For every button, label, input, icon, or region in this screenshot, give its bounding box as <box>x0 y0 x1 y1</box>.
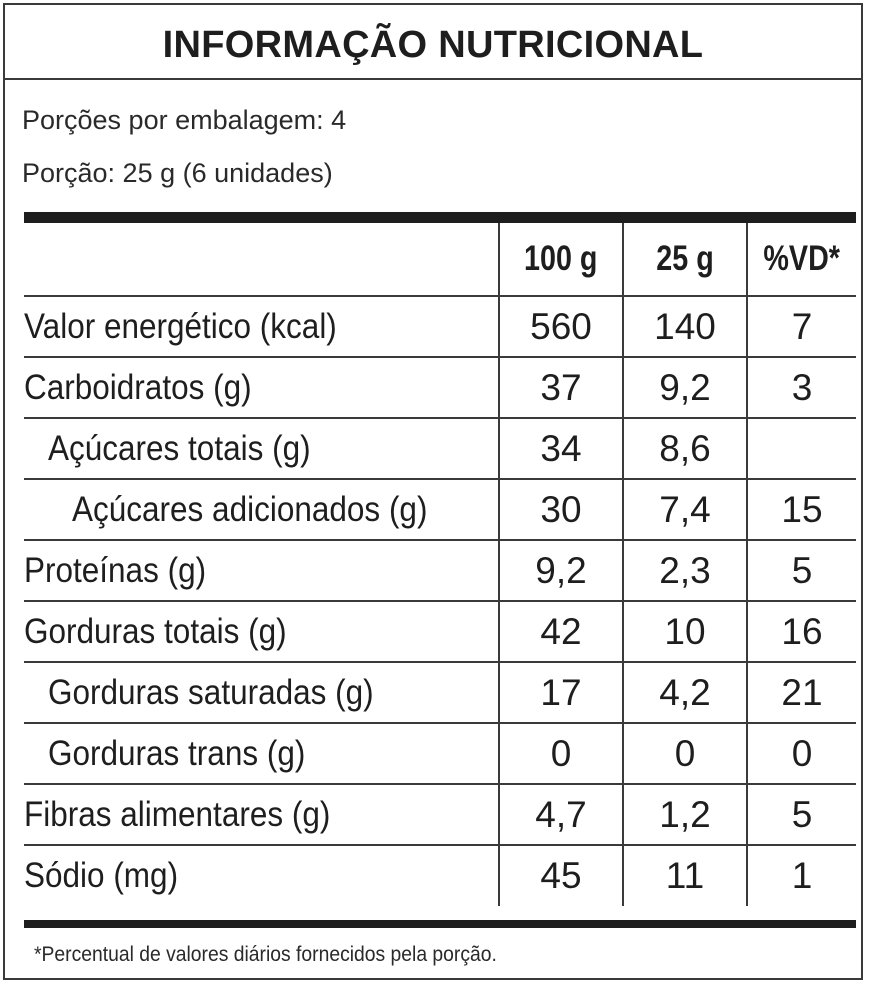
value-daily-value: 21 <box>746 662 856 724</box>
value-per-100g: 9,2 <box>498 540 623 602</box>
value-per-25g: 0 <box>622 723 747 785</box>
value-daily-value: 5 <box>746 784 856 846</box>
top-divider-bar <box>24 212 856 223</box>
nutrient-label: Sódio (mg) <box>24 845 499 906</box>
value-per-25g: 10 <box>622 601 747 663</box>
table-row: Valor energético (kcal) 560 140 7 <box>24 296 856 358</box>
bottom-divider-bar <box>24 920 856 928</box>
nutrient-label-text: Valor energético (kcal) <box>24 306 337 346</box>
value-daily-value: 3 <box>746 357 856 419</box>
value-daily-value: 7 <box>746 296 856 358</box>
nutrient-label: Gorduras totais (g) <box>24 601 499 663</box>
panel-title: INFORMAÇÃO NUTRICIONAL <box>5 5 861 80</box>
value-per-100g: 0 <box>498 723 623 785</box>
table-row: Fibras alimentares (g) 4,7 1,2 5 <box>24 784 856 846</box>
table-row: Gorduras saturadas (g) 17 4,2 21 <box>24 662 856 724</box>
nutrient-label-text: Fibras alimentares (g) <box>24 794 331 834</box>
nutrient-label: Fibras alimentares (g) <box>24 784 499 846</box>
footnote: *Percentual de valores diários fornecido… <box>34 943 537 967</box>
table-row: Sódio (mg) 45 11 1 <box>24 845 856 906</box>
table-header-row: 100 g 25 g %VD* <box>24 223 856 297</box>
serving-size: Porção: 25 g (6 unidades) <box>22 158 333 188</box>
nutrition-facts-panel: INFORMAÇÃO NUTRICIONAL Porções por embal… <box>3 3 863 980</box>
header-daily-value-text: %VD* <box>763 239 841 278</box>
value-per-25g: 7,4 <box>622 479 747 541</box>
table-row: Proteínas (g) 9,2 2,3 5 <box>24 540 856 602</box>
header-per-25g: 25 g <box>622 223 747 297</box>
value-per-25g: 8,6 <box>622 418 747 480</box>
value-daily-value: 0 <box>746 723 856 785</box>
value-daily-value: 16 <box>746 601 856 663</box>
header-per-100g: 100 g <box>498 223 623 297</box>
nutrient-label: Açúcares adicionados (g) <box>24 479 499 541</box>
value-per-100g: 560 <box>498 296 623 358</box>
value-per-25g: 11 <box>622 845 747 906</box>
value-per-100g: 4,7 <box>498 784 623 846</box>
header-per-100g-text: 100 g <box>524 239 598 278</box>
nutrient-label-text: Carboidratos (g) <box>24 367 252 407</box>
nutrient-label: Carboidratos (g) <box>24 357 499 419</box>
footnote-text: *Percentual de valores diários fornecido… <box>34 943 497 966</box>
table-row: Gorduras trans (g) 0 0 0 <box>24 723 856 785</box>
value-per-25g: 140 <box>622 296 747 358</box>
header-daily-value: %VD* <box>746 223 856 297</box>
value-per-100g: 42 <box>498 601 623 663</box>
nutrient-label-text: Gorduras saturadas (g) <box>48 672 374 712</box>
value-per-100g: 30 <box>498 479 623 541</box>
value-per-100g: 37 <box>498 357 623 419</box>
value-daily-value <box>746 418 856 480</box>
nutrient-label-text: Proteínas (g) <box>24 550 207 590</box>
nutrient-label-text: Açúcares adicionados (g) <box>72 489 428 529</box>
table-row: Gorduras totais (g) 42 10 16 <box>24 601 856 663</box>
header-per-25g-text: 25 g <box>656 239 714 278</box>
value-per-25g: 9,2 <box>622 357 747 419</box>
value-daily-value: 5 <box>746 540 856 602</box>
value-per-100g: 34 <box>498 418 623 480</box>
nutrient-label: Gorduras saturadas (g) <box>24 662 499 724</box>
nutrition-table: 100 g 25 g %VD* Valor energético (kcal) … <box>24 223 856 906</box>
header-label-cell <box>24 223 499 297</box>
table-row: Açúcares totais (g) 34 8,6 <box>24 418 856 480</box>
nutrient-label: Gorduras trans (g) <box>24 723 499 785</box>
value-daily-value: 1 <box>746 845 856 906</box>
nutrient-label: Proteínas (g) <box>24 540 499 602</box>
value-daily-value: 15 <box>746 479 856 541</box>
value-per-100g: 45 <box>498 845 623 906</box>
servings-per-package: Porções por embalagem: 4 <box>22 105 347 135</box>
value-per-25g: 2,3 <box>622 540 747 602</box>
nutrient-label: Açúcares totais (g) <box>24 418 499 480</box>
value-per-100g: 17 <box>498 662 623 724</box>
table-row: Carboidratos (g) 37 9,2 3 <box>24 357 856 419</box>
value-per-25g: 4,2 <box>622 662 747 724</box>
nutrient-label-text: Açúcares totais (g) <box>48 428 311 468</box>
nutrient-label-text: Gorduras totais (g) <box>24 611 287 651</box>
nutrient-label-text: Gorduras trans (g) <box>48 733 306 773</box>
value-per-25g: 1,2 <box>622 784 747 846</box>
table-row: Açúcares adicionados (g) 30 7,4 15 <box>24 479 856 541</box>
nutrient-label-text: Sódio (mg) <box>24 856 179 895</box>
nutrient-label: Valor energético (kcal) <box>24 296 499 358</box>
